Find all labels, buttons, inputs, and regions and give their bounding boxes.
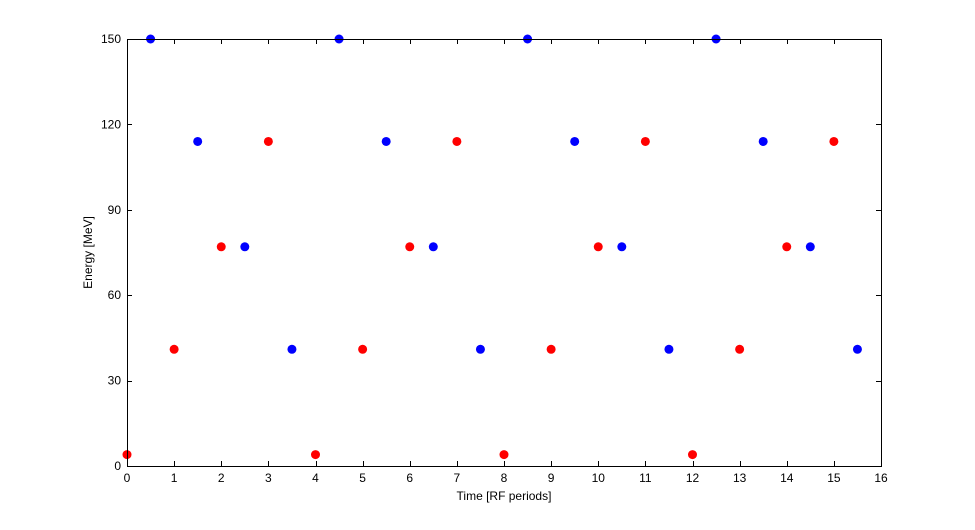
x-tick-label: 1 [171,471,178,485]
blue-data-point [617,242,627,252]
red-data-point [169,344,179,354]
x-tick-label: 3 [265,471,272,485]
x-axis-label: Time [RF periods] [457,489,552,503]
x-tick-label: 0 [124,471,131,485]
red-data-point [452,136,462,146]
blue-data-point [570,136,580,146]
red-data-point [311,450,320,460]
red-data-point [546,344,556,354]
blue-data-point [664,344,674,354]
red-data-point [593,242,603,252]
blue-data-point [381,136,391,146]
x-tick-label: 4 [312,471,319,485]
blue-data-point [852,344,862,354]
red-data-point [640,136,650,146]
plot-frame [127,39,882,467]
y-tick-label: 30 [108,374,122,388]
red-data-point [358,344,368,354]
red-data-point [405,242,415,252]
blue-data-point [428,242,438,252]
x-tick-label: 6 [406,471,413,485]
x-tick-label: 13 [733,471,747,485]
red-data-point [735,344,745,354]
y-tick-label: 0 [114,459,121,473]
red-data-point [216,242,226,252]
x-tick-label: 12 [686,471,700,485]
y-tick-label: 90 [108,203,122,217]
blue-data-point [758,136,768,146]
plot-area [127,39,881,466]
y-tick-label: 150 [101,32,121,46]
red-data-point [263,136,273,146]
red-data-point [499,450,509,460]
blue-data-point [287,344,297,354]
x-tick-label: 10 [592,471,606,485]
x-tick-label: 11 [639,471,652,485]
blue-data-point [240,242,250,252]
blue-data-point [193,136,203,146]
y-tick-label: 60 [108,288,122,302]
red-data-point [782,242,792,252]
x-tick-label: 15 [827,471,841,485]
red-data-point [688,450,697,460]
x-tick-label: 8 [501,471,508,485]
blue-data-point [475,344,485,354]
x-tick-label: 9 [548,471,555,485]
red-data-point [829,136,839,146]
x-tick-label: 5 [359,471,366,485]
y-axis-label: Energy [MeV] [81,216,95,289]
blue-data-point [805,242,815,252]
x-tick-label: 16 [874,471,888,485]
y-tick-label: 120 [101,117,121,131]
x-tick-label: 14 [780,471,794,485]
x-tick-label: 2 [218,471,225,485]
x-tick-label: 7 [454,471,461,485]
